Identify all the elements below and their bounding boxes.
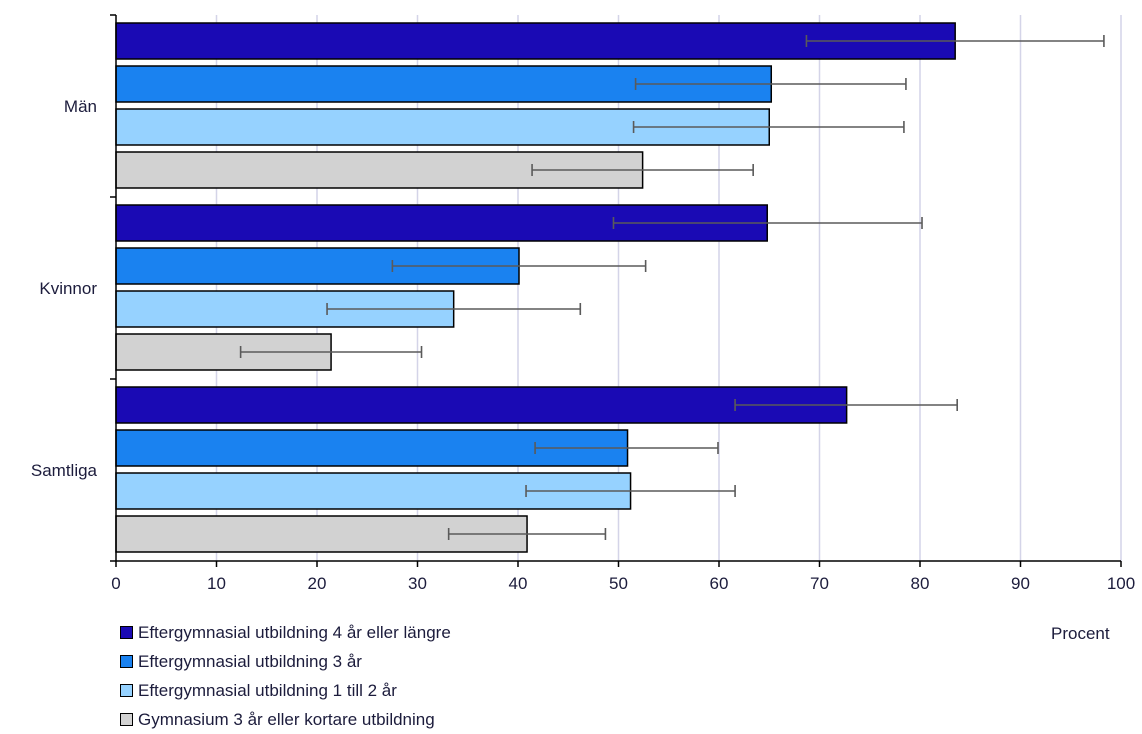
- legend-swatch: [120, 626, 133, 639]
- legend-label: Eftergymnasial utbildning 1 till 2 år: [138, 680, 397, 700]
- legend-swatch: [120, 655, 133, 668]
- x-tick-label: 70: [810, 574, 829, 593]
- gridlines: [215, 15, 1122, 561]
- x-tick-label: 30: [408, 574, 427, 593]
- category-label: Samtliga: [31, 461, 98, 480]
- legend-item: Eftergymnasial utbildning 1 till 2 år: [120, 676, 451, 705]
- x-axis-label: Procent: [1051, 624, 1110, 643]
- x-tick-label: 60: [710, 574, 729, 593]
- x-tick-label: 40: [509, 574, 528, 593]
- category-label: Kvinnor: [39, 279, 97, 298]
- category-labels: Män Kvinnor Samtliga: [31, 97, 98, 480]
- legend: Eftergymnasial utbildning 4 år eller län…: [120, 618, 451, 734]
- bar: [115, 386, 848, 424]
- x-tick-label: 0: [111, 574, 120, 593]
- legend-label: Eftergymnasial utbildning 3 år: [138, 651, 362, 671]
- legend-item: Eftergymnasial utbildning 3 år: [120, 647, 451, 676]
- bars: [115, 22, 956, 553]
- x-tick-label: 100: [1107, 574, 1135, 593]
- legend-label: Gymnasium 3 år eller kortare utbildning: [138, 709, 435, 729]
- x-tick-label: 50: [609, 574, 628, 593]
- legend-swatch: [120, 713, 133, 726]
- bar-chart: 0 10 20 30 40 50 60 70 80 90 100 Män Kvinnor Samtlig…: [31, 14, 1135, 593]
- axes: [110, 14, 1122, 567]
- legend-item: Eftergymnasial utbildning 4 år eller län…: [120, 618, 451, 647]
- x-tick-label: 80: [911, 574, 930, 593]
- error-bars: [239, 35, 1105, 540]
- category-label: Män: [64, 97, 97, 116]
- legend-item: Gymnasium 3 år eller kortare utbildning: [120, 705, 451, 734]
- x-tick-label: 10: [207, 574, 226, 593]
- x-tick-labels: 0 10 20 30 40 50 60 70 80 90 100: [111, 574, 1135, 593]
- x-tick-label: 20: [308, 574, 327, 593]
- legend-swatch: [120, 684, 133, 697]
- legend-label: Eftergymnasial utbildning 4 år eller län…: [138, 622, 451, 642]
- x-tick-label: 90: [1011, 574, 1030, 593]
